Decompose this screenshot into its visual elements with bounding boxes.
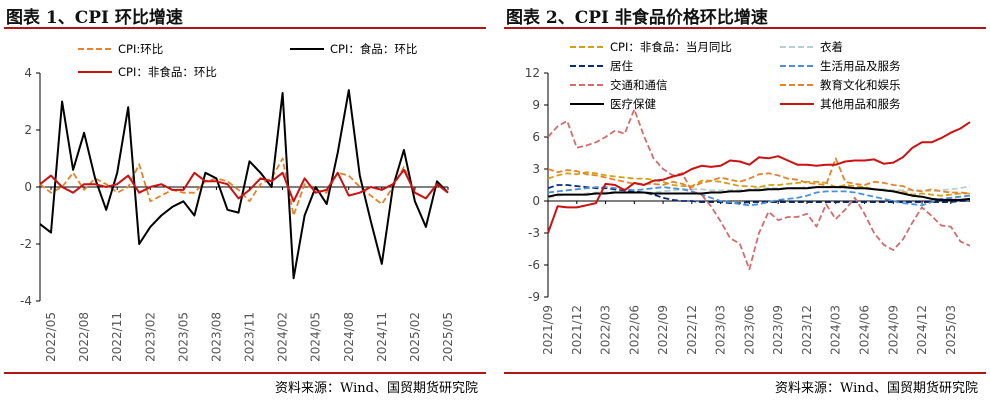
x-tick-label: 2022/03	[599, 305, 613, 355]
legend-label: 生活用品及服务	[820, 59, 901, 73]
x-tick-label: 2024/08	[342, 312, 356, 362]
y-tick-label: 2	[24, 123, 32, 137]
series-line-4	[547, 108, 971, 271]
y-tick-label: -9	[528, 290, 540, 304]
series-line-2	[547, 184, 970, 205]
source-note: 资料来源：Wind、国贸期货研究院	[775, 381, 978, 396]
legend-label: 教育文化和娱乐	[820, 78, 901, 92]
legend-label: CPI：非食品：当月同比	[610, 40, 732, 54]
panel-cpi-mom: 图表 1、CPI 环比增速 -4 -2 0 2 4 2022/05 2022/08 2022/…	[0, 0, 490, 402]
x-tick-label: 2022/12	[685, 305, 699, 355]
legend-label: 居住	[610, 59, 633, 73]
source-note: 资料来源：Wind、国贸期货研究院	[275, 381, 478, 396]
series-line-6	[547, 186, 971, 201]
y-tick-label: -2	[20, 237, 32, 251]
x-tick-label: 2021/12	[570, 305, 584, 355]
series-line-1	[547, 185, 971, 199]
x-tick-label: 2022/11	[110, 312, 124, 362]
panel-title: 图表 2、CPI 非食品价格环比增速	[506, 8, 768, 28]
x-tick-label: 2024/05	[309, 312, 323, 362]
x-tick-label: 2025/05	[441, 312, 455, 362]
series-line-1	[39, 89, 449, 280]
x-tick-label: 2023/02	[143, 312, 157, 362]
x-tick-label: 2021/09	[541, 305, 555, 355]
y-tick-label: 6	[532, 130, 540, 144]
source-rule	[4, 372, 486, 374]
y-tick-label: -6	[528, 258, 540, 272]
y-tick-label: -3	[528, 226, 540, 240]
x-tick-label: 2023/08	[209, 312, 223, 362]
legend-label: CPI：非食品：环比	[118, 65, 217, 79]
x-tick-label: 2023/11	[243, 312, 257, 362]
series-line-5	[547, 157, 971, 195]
y-tick-label: 9	[532, 98, 540, 112]
x-tick-label: 2024/03	[829, 305, 843, 355]
chart-nonfood-components: -9 -6 -3 0 3 6 9 12 2021/09 2021/12 2022/03 2022/06…	[525, 40, 971, 355]
x-tick-label: 2023/12	[800, 305, 814, 355]
y-tick-label: 4	[24, 66, 32, 80]
x-tick-label: 2024/11	[375, 312, 389, 362]
x-tick-label: 2024/12	[915, 305, 929, 355]
x-tick-label: 2023/03	[714, 305, 728, 355]
legend-label: 医疗保健	[610, 97, 656, 111]
y-tick-label: 3	[532, 162, 540, 176]
series-line-7	[547, 121, 971, 234]
legend-label: 其他用品和服务	[820, 97, 901, 111]
legend-label: 衣着	[820, 40, 843, 54]
x-tick-label: 2023/06	[742, 305, 756, 355]
x-tick-label: 2024/06	[858, 305, 872, 355]
x-tick-label: 2023/05	[176, 312, 190, 362]
x-tick-label: 2022/06	[627, 305, 641, 355]
x-tick-label: 2022/05	[44, 312, 58, 362]
y-tick-label: 12	[525, 66, 540, 80]
x-tick-label: 2024/09	[886, 305, 900, 355]
x-tick-label: 2022/08	[77, 312, 91, 362]
y-tick-label: 0	[532, 194, 540, 208]
source-rule	[504, 372, 986, 374]
x-tick-label: 2023/09	[771, 305, 785, 355]
legend-label: CPI：食品：环比	[330, 42, 417, 56]
title-rule	[4, 27, 486, 29]
legend-label: 交通和通信	[610, 78, 668, 92]
x-tick-label: 2025/02	[408, 312, 422, 362]
series-line-2	[39, 168, 449, 203]
legend-label: CPI:环比	[118, 42, 163, 56]
panel-nonfood-mom: 图表 2、CPI 非食品价格环比增速 -9 -6 -3 0 3 6 9 12 2021/09 20…	[500, 0, 990, 402]
title-rule	[504, 27, 986, 29]
x-tick-label: 2024/02	[276, 312, 290, 362]
x-tick-label: 2022/09	[656, 305, 670, 355]
y-tick-label: 0	[24, 180, 32, 194]
x-tick-label: 2025/03	[944, 305, 958, 355]
chart-cpi-mom: -4 -2 0 2 4 2022/05 2022/08 2022/11 2023/02 2023/…	[20, 42, 455, 362]
panel-title: 图表 1、CPI 环比增速	[6, 8, 183, 28]
y-tick-label: -4	[20, 294, 32, 308]
